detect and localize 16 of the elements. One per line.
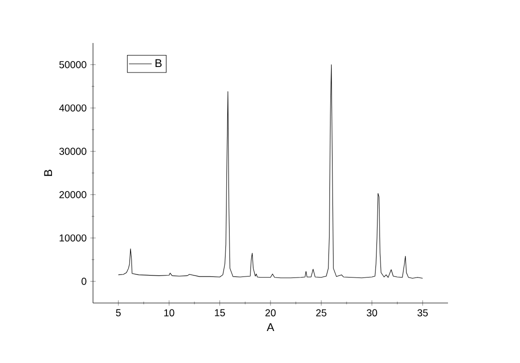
x-axis-title: A	[266, 323, 274, 332]
x-tick-label: 20	[265, 309, 276, 316]
x-tick-label: 10	[164, 309, 174, 316]
y-tick-label: 0	[82, 278, 86, 285]
x-tick-label: 25	[316, 309, 326, 316]
x-tick-label: 15	[214, 309, 225, 316]
y-tick-label: 40000	[59, 104, 86, 112]
y-tick-label: 20000	[59, 191, 86, 198]
x-tick-label: 30	[366, 309, 378, 316]
y-tick-label: 10000	[60, 234, 86, 242]
y-tick-label: 50000	[59, 61, 86, 68]
y-axis-title: B	[44, 170, 52, 176]
legend-label: B	[156, 59, 162, 68]
x-tick-label: 35	[417, 309, 428, 316]
y-tick-label: 30000	[59, 148, 86, 155]
x-tick-label: 5	[116, 309, 121, 316]
